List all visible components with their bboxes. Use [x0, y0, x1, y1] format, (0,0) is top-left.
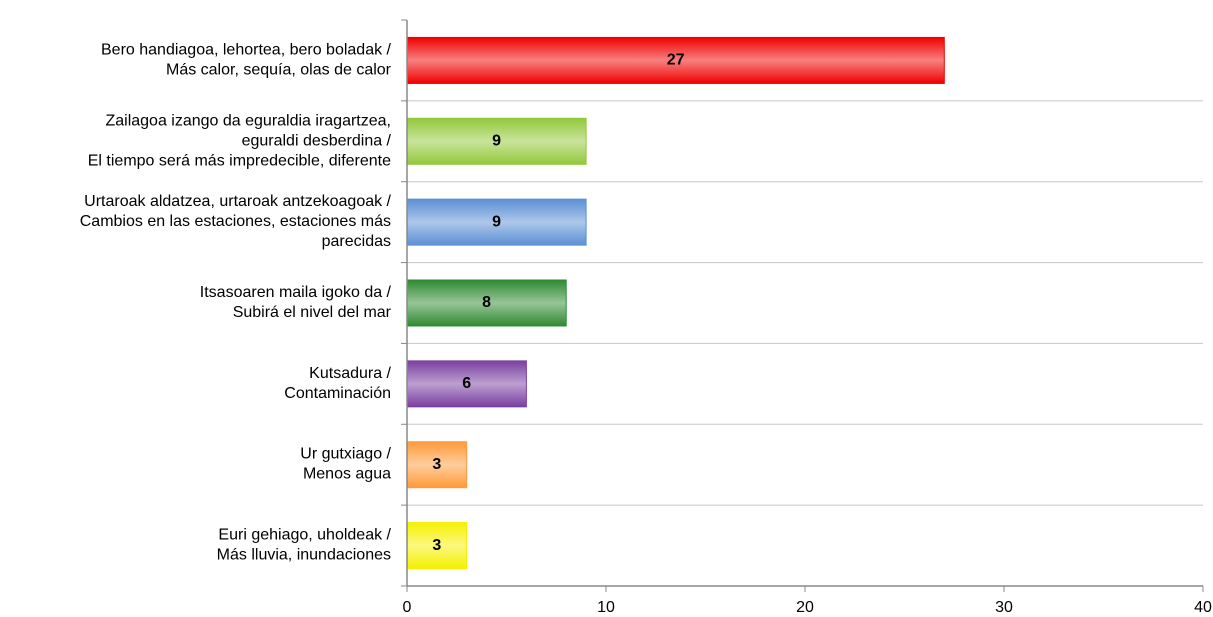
- bar: [406, 36, 945, 84]
- value-label: 6: [462, 375, 471, 392]
- x-tick-label: 0: [403, 599, 412, 616]
- label-line: Euri gehiago, uholdeak /: [218, 527, 391, 544]
- value-label: 8: [482, 294, 491, 311]
- value-label: 9: [492, 133, 501, 150]
- label-line: Más calor, sequía, olas de calor: [166, 62, 392, 79]
- y-tick-label: Ur gutxiago / Menos agua: [300, 446, 391, 483]
- label-line: Subirá el nivel del mar: [233, 304, 392, 321]
- y-tick-label: Zailagoa izango da eguraldia iragartzea,…: [88, 113, 392, 170]
- x-tick-label: 20: [796, 599, 814, 616]
- x-tick-label: 40: [1194, 599, 1212, 616]
- value-label: 9: [492, 213, 501, 230]
- y-tick-label: Itsasoaren maila igoko da / Subirá el niv…: [200, 284, 392, 321]
- x-tick-label: 30: [995, 599, 1013, 616]
- label-line: Kutsadura /: [309, 365, 391, 382]
- label-line: El tiempo será más impredecible, diferen…: [88, 153, 391, 170]
- value-label: 3: [432, 456, 441, 473]
- y-tick-label: Urtaroak aldatzea, urtaroak antzekoagoak…: [80, 193, 392, 250]
- y-tick-label: Bero handiagoa, lehortea, bero boladak /…: [101, 42, 392, 79]
- y-tick-label: Kutsadura / Contaminación: [284, 365, 391, 402]
- label-line: Menos agua: [303, 466, 391, 483]
- label-line: Urtaroak aldatzea, urtaroak antzekoagoak…: [84, 193, 391, 210]
- bar: [406, 360, 527, 408]
- label-line: Cambios en las estaciones, estaciones má…: [80, 213, 391, 230]
- y-tick-label: Euri gehiago, uholdeak / Más lluvia, inun…: [217, 527, 392, 564]
- label-line: parecidas: [322, 233, 391, 250]
- x-tick-label: 10: [597, 599, 615, 616]
- label-line: Zailagoa izango da eguraldia iragartzea,: [105, 113, 391, 130]
- label-line: Contaminación: [284, 385, 391, 402]
- label-line: Itsasoaren maila igoko da /: [200, 284, 392, 301]
- bar: [406, 522, 468, 570]
- label-line: Más lluvia, inundaciones: [217, 547, 391, 564]
- value-label: 27: [667, 52, 685, 69]
- label-line: Ur gutxiago /: [300, 446, 391, 463]
- label-line: Bero handiagoa, lehortea, bero boladak /: [101, 42, 392, 59]
- bar: [406, 198, 587, 246]
- bar: [406, 441, 468, 489]
- bar: [406, 117, 587, 165]
- label-line: eguraldi desberdina /: [242, 133, 392, 150]
- bar: [406, 279, 567, 327]
- value-label: 3: [432, 537, 441, 554]
